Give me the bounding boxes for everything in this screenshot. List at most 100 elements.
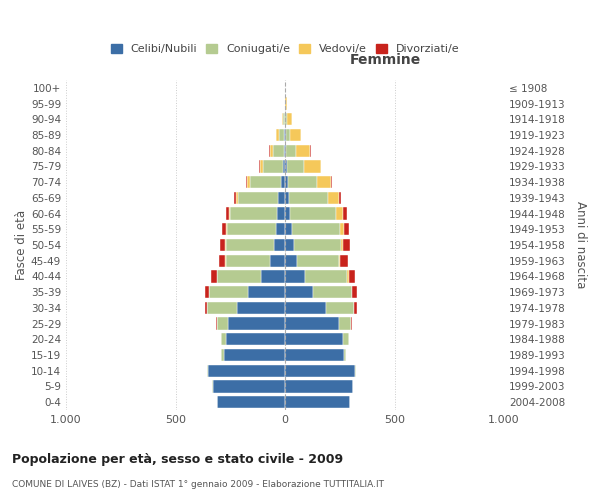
Bar: [283, 160, 285, 172]
Bar: [289, 192, 328, 204]
Bar: [331, 176, 332, 188]
Bar: [328, 192, 338, 204]
Bar: [247, 176, 250, 188]
Bar: [248, 286, 285, 298]
Bar: [290, 129, 301, 141]
Bar: [338, 254, 340, 267]
Bar: [285, 270, 305, 282]
Legend: Celibi/Nubili, Coniugati/e, Vedovi/e, Divorziati/e: Celibi/Nubili, Coniugati/e, Vedovi/e, Di…: [106, 40, 464, 58]
Bar: [269, 144, 273, 157]
Bar: [209, 286, 248, 298]
Bar: [222, 223, 226, 235]
Bar: [294, 239, 341, 251]
Bar: [220, 239, 226, 251]
Bar: [285, 318, 338, 330]
Bar: [285, 333, 343, 345]
Bar: [355, 302, 357, 314]
Bar: [227, 223, 276, 235]
Bar: [237, 302, 285, 314]
Bar: [340, 254, 348, 267]
Bar: [269, 254, 285, 267]
Bar: [278, 129, 284, 141]
Bar: [226, 208, 229, 220]
Bar: [234, 192, 236, 204]
Bar: [286, 98, 287, 110]
Bar: [286, 144, 296, 157]
Bar: [288, 176, 317, 188]
Bar: [344, 223, 349, 235]
Bar: [273, 144, 284, 157]
Bar: [277, 208, 285, 220]
Bar: [283, 113, 284, 126]
Bar: [355, 364, 356, 377]
Bar: [285, 396, 350, 408]
Bar: [313, 286, 352, 298]
Bar: [208, 364, 285, 377]
Bar: [274, 239, 285, 251]
Bar: [285, 192, 289, 204]
Bar: [285, 176, 288, 188]
Bar: [205, 286, 209, 298]
Bar: [351, 318, 352, 330]
Bar: [317, 176, 331, 188]
Bar: [259, 160, 260, 172]
Bar: [226, 254, 269, 267]
Bar: [226, 333, 285, 345]
Bar: [278, 192, 285, 204]
Bar: [285, 254, 297, 267]
Bar: [285, 286, 313, 298]
Bar: [287, 160, 304, 172]
Bar: [277, 129, 278, 141]
Bar: [290, 208, 337, 220]
Bar: [226, 239, 274, 251]
Y-axis label: Fasce di età: Fasce di età: [15, 210, 28, 280]
Bar: [261, 270, 285, 282]
Bar: [286, 113, 287, 126]
Bar: [344, 349, 346, 361]
Bar: [284, 129, 285, 141]
Bar: [292, 223, 340, 235]
Bar: [211, 270, 217, 282]
Bar: [219, 254, 226, 267]
Bar: [337, 208, 343, 220]
Bar: [340, 223, 344, 235]
Y-axis label: Anni di nascita: Anni di nascita: [574, 202, 587, 288]
Bar: [285, 380, 353, 392]
Bar: [326, 302, 354, 314]
Bar: [221, 333, 226, 345]
Bar: [226, 223, 227, 235]
Bar: [250, 176, 281, 188]
Bar: [305, 270, 347, 282]
Bar: [236, 192, 238, 204]
Bar: [338, 318, 350, 330]
Bar: [287, 113, 292, 126]
Bar: [228, 318, 285, 330]
Bar: [285, 160, 287, 172]
Bar: [217, 270, 261, 282]
Bar: [343, 239, 350, 251]
Bar: [285, 364, 355, 377]
Text: Popolazione per età, sesso e stato civile - 2009: Popolazione per età, sesso e stato civil…: [12, 452, 343, 466]
Bar: [282, 113, 283, 126]
Bar: [205, 302, 207, 314]
Bar: [352, 286, 357, 298]
Bar: [349, 270, 355, 282]
Bar: [229, 208, 230, 220]
Bar: [285, 239, 294, 251]
Bar: [285, 129, 286, 141]
Bar: [207, 302, 237, 314]
Bar: [341, 239, 343, 251]
Bar: [213, 380, 285, 392]
Bar: [260, 160, 263, 172]
Bar: [230, 208, 277, 220]
Bar: [343, 208, 347, 220]
Bar: [285, 349, 344, 361]
Bar: [286, 129, 290, 141]
Bar: [304, 160, 320, 172]
Bar: [281, 176, 285, 188]
Bar: [285, 144, 286, 157]
Bar: [245, 176, 247, 188]
Text: COMUNE DI LAIVES (BZ) - Dati ISTAT 1° gennaio 2009 - Elaborazione TUTTITALIA.IT: COMUNE DI LAIVES (BZ) - Dati ISTAT 1° ge…: [12, 480, 384, 489]
Bar: [263, 160, 283, 172]
Bar: [338, 192, 341, 204]
